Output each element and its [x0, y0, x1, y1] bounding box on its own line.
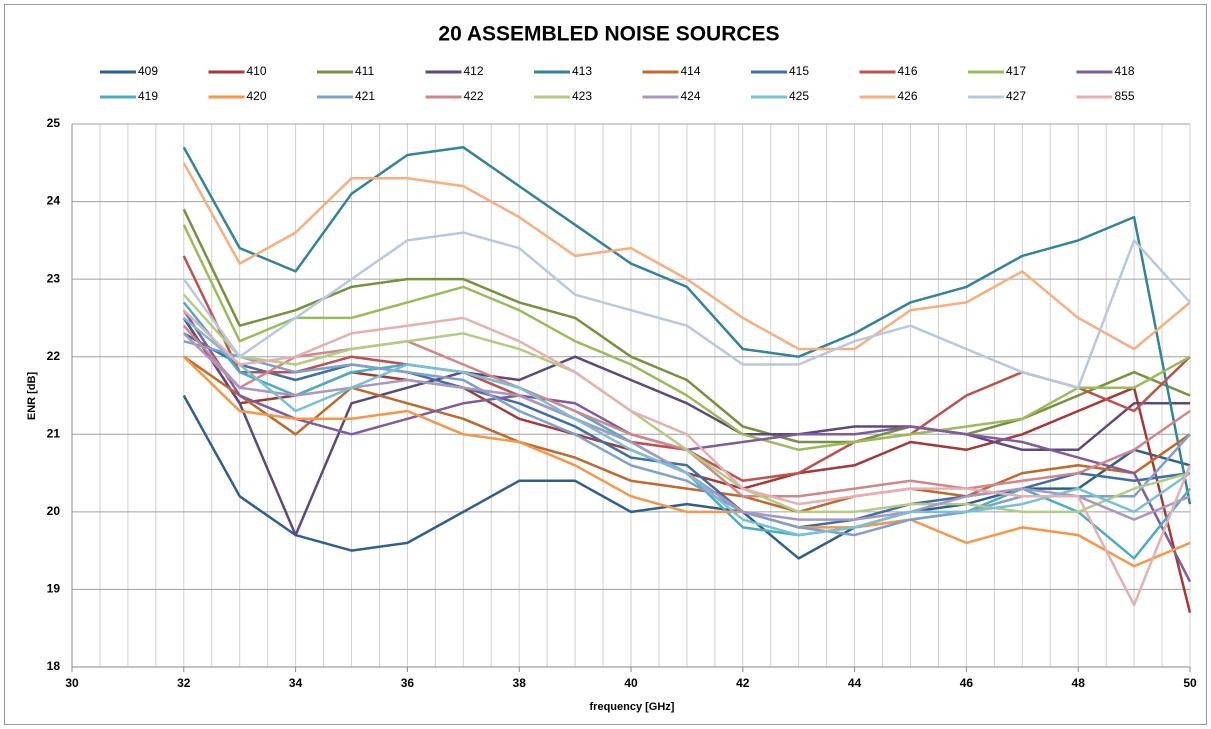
legend-label: 427 — [1006, 89, 1026, 103]
legend-label: 416 — [898, 64, 918, 78]
y-tick-label: 24 — [47, 194, 61, 208]
x-tick-label: 48 — [1072, 676, 1086, 690]
x-tick-label: 36 — [401, 676, 415, 690]
series-line — [182, 317, 1190, 537]
x-tick-label: 32 — [177, 676, 191, 690]
legend-label: 425 — [789, 89, 809, 103]
legend-label: 410 — [247, 64, 267, 78]
x-tick-label: 34 — [289, 676, 303, 690]
x-tick-label: 40 — [624, 676, 638, 690]
legend-label: 417 — [1006, 64, 1026, 78]
series-line — [182, 355, 1191, 568]
y-tick-label: 22 — [47, 349, 61, 363]
series-line — [182, 309, 1192, 607]
series-line — [182, 224, 1191, 452]
legend-label: 409 — [138, 64, 158, 78]
y-tick-label: 23 — [47, 271, 61, 285]
legend-label: 421 — [355, 89, 375, 103]
x-tick-label: 46 — [960, 676, 974, 690]
series-line — [182, 162, 1191, 351]
chart-title: 20 ASSEMBLED NOISE SOURCES — [438, 23, 779, 46]
legend-label: 855 — [1115, 89, 1135, 103]
series-line — [182, 231, 1191, 389]
y-tick-label: 20 — [47, 504, 61, 518]
legend-label: 413 — [572, 64, 592, 78]
legend-label: 424 — [681, 89, 701, 103]
y-tick-label: 19 — [47, 582, 61, 596]
y-tick-label: 25 — [47, 116, 61, 130]
x-tick-label: 44 — [848, 676, 862, 690]
chart-border — [4, 4, 1207, 725]
legend-label: 418 — [1115, 64, 1135, 78]
series-line — [182, 293, 1191, 514]
legend-label: 415 — [789, 64, 809, 78]
series-line — [182, 146, 1192, 505]
x-tick-label: 42 — [736, 676, 750, 690]
y-tick-label: 21 — [47, 426, 61, 440]
legend-label: 419 — [138, 89, 158, 103]
legend-label: 420 — [247, 89, 267, 103]
x-tick-label: 38 — [513, 676, 527, 690]
x-axis-label: frequency [GHz] — [590, 701, 675, 713]
y-axis-label: ENR [dB] — [26, 372, 38, 421]
x-tick-label: 30 — [65, 676, 79, 690]
y-tick-label: 18 — [47, 659, 61, 673]
x-tick-label: 50 — [1183, 676, 1197, 690]
legend-label: 411 — [355, 64, 374, 78]
series-line — [182, 316, 1191, 537]
legend-label: 423 — [572, 89, 592, 103]
legend-label: 412 — [464, 64, 484, 78]
legend-label: 414 — [681, 64, 701, 78]
legend-label: 426 — [898, 89, 918, 103]
legend-label: 422 — [464, 89, 484, 103]
